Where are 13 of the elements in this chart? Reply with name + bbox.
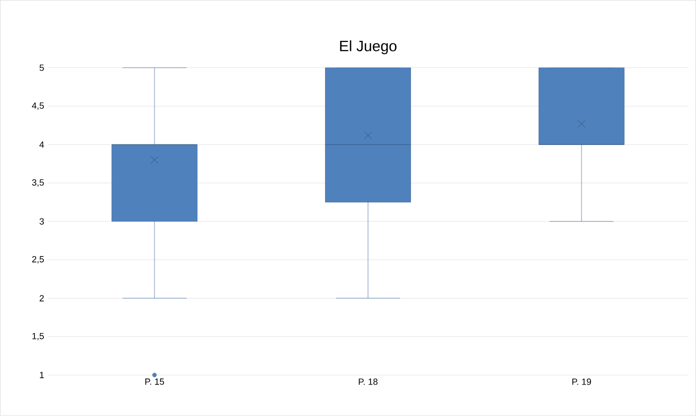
x-tick-label: P. 19	[572, 378, 591, 386]
x-tick-label: P. 18	[358, 378, 378, 386]
y-tick-label: 5	[40, 64, 44, 72]
y-tick-label: 4,5	[32, 102, 44, 110]
y-tick-label: 3	[40, 218, 44, 225]
y-tick-label: 4	[39, 142, 44, 148]
y-tick-label: 3,5	[32, 179, 44, 187]
x-tick-label: P. 15	[145, 378, 164, 385]
y-tick-label: 2	[40, 295, 44, 302]
y-tick-label: 2,5	[32, 256, 44, 264]
y-tick-label: 1	[40, 372, 44, 378]
y-tick-label: 1,5	[32, 333, 44, 340]
chart-title: El Juego	[340, 40, 396, 54]
